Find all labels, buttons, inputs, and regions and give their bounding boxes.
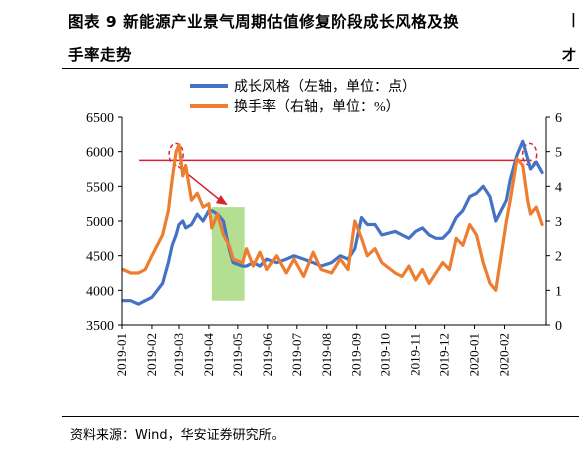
title-divider (62, 68, 579, 69)
cropped-title-glyph-2: 才 (562, 48, 576, 64)
x-tick-label: 2019-11 (408, 333, 423, 376)
y-left-tick-label: 6000 (86, 146, 114, 161)
y-left-tick-label: 3500 (86, 319, 114, 334)
x-tick-label: 2019-03 (171, 333, 186, 376)
x-tick-label: 2019-01 (114, 333, 129, 376)
x-tick-label: 2019-07 (289, 333, 304, 377)
y-right-tick-label: 4 (555, 180, 562, 195)
y-right-tick-label: 2 (555, 250, 562, 265)
cropped-title-glyph-1: | (570, 12, 576, 28)
annotation-layer (139, 142, 538, 301)
legend-label-growth: 成长风格（左轴，单位：点） (234, 79, 416, 95)
chart-legend: 成长风格（左轴，单位：点） 换手率（右轴，单位：%） (190, 79, 416, 115)
x-tick-label: 2020-01 (467, 333, 482, 376)
x-tick-label: 2020-02 (496, 333, 511, 376)
y-right-tick-label: 3 (555, 215, 562, 230)
axes-layer: 3500 4000 4500 5000 5500 6000 6500 0 1 2 3 4 5 6 2019-… (86, 111, 562, 376)
figure-title-line1: 图表 9 新能源产业景气周期估值修复阶段成长风格及换 (68, 13, 460, 31)
x-tick-label: 2019-09 (349, 333, 364, 376)
y-left-tick-label: 5500 (86, 180, 114, 195)
x-tick-label: 2019-10 (378, 333, 393, 376)
x-tick-label: 2019-04 (201, 333, 216, 377)
series-line-growth (121, 139, 544, 306)
y-left-tick-label: 5000 (86, 215, 114, 230)
source-note: 资料来源：Wind，华安证券研究所。 (70, 428, 285, 443)
highlight-region (211, 207, 245, 301)
y-right-tick-label: 1 (555, 284, 562, 299)
x-tick-label: 2019-12 (437, 333, 452, 376)
x-tick-label: 2019-02 (144, 333, 159, 376)
y-right-tick-label: 6 (555, 111, 562, 126)
y-right-tick-label: 5 (555, 146, 562, 161)
source-divider (62, 416, 579, 417)
x-tick-label: 2019-05 (230, 333, 245, 376)
series-layer (121, 139, 544, 306)
figure-title: 图表 9 新能源产业景气周期估值修复阶段成长风格及换 手率走势 (68, 6, 579, 72)
x-tick-label: 2019-08 (319, 333, 334, 376)
trend-arrow-head (215, 195, 228, 206)
y-right-tick-label: 0 (555, 319, 562, 334)
figure-title-line2: 手率走势 (68, 46, 133, 64)
highlight-circle-start (168, 142, 184, 167)
y-left-tick-label: 4000 (86, 284, 114, 299)
series-line-turnover (121, 143, 544, 292)
y-left-tick-label: 4500 (86, 250, 114, 265)
x-tick-label: 2019-06 (260, 333, 275, 377)
legend-label-turnover: 换手率（右轴，单位：%） (234, 98, 400, 115)
y-left-tick-label: 6500 (86, 111, 114, 126)
